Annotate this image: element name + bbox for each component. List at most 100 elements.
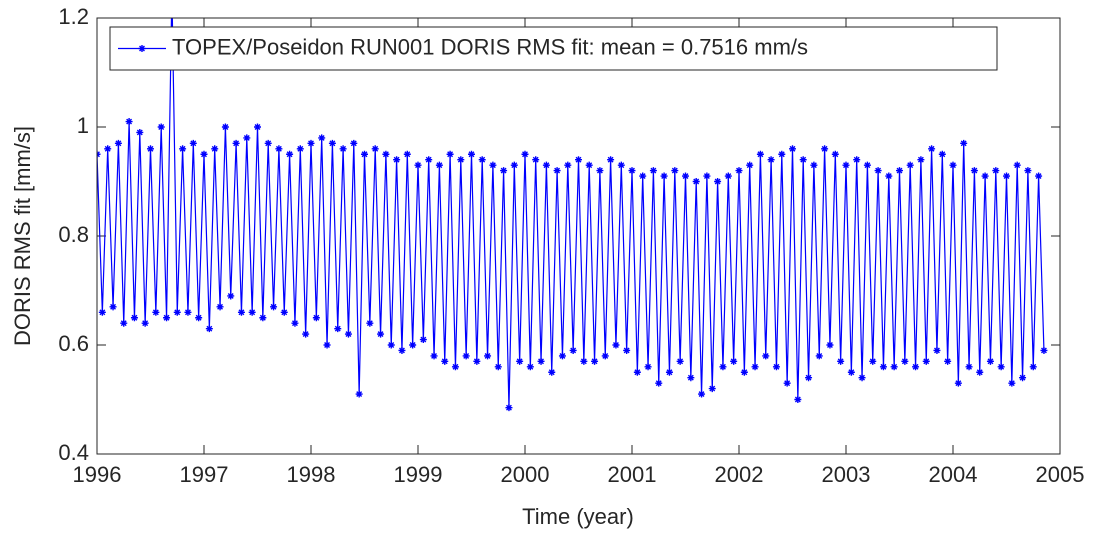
- legend-marker: [138, 45, 146, 52]
- series-line: [97, 18, 1045, 408]
- data-point: [564, 161, 572, 169]
- data-point: [307, 139, 315, 147]
- legend: TOPEX/Poseidon RUN001 DORIS RMS fit: mea…: [109, 26, 998, 71]
- data-point: [120, 319, 128, 327]
- data-point: [286, 150, 294, 158]
- data-point: [997, 363, 1005, 371]
- data-point: [377, 330, 385, 338]
- data-point: [157, 123, 165, 131]
- data-point: [216, 303, 224, 311]
- data-point: [500, 167, 508, 175]
- data-point: [639, 172, 647, 180]
- data-point: [682, 172, 689, 180]
- data-point: [922, 357, 930, 365]
- data-point: [810, 161, 818, 169]
- y-tick-label: 0.4: [58, 440, 89, 465]
- data-point: [435, 161, 443, 169]
- data-point: [221, 123, 229, 131]
- data-point: [403, 150, 411, 158]
- data-point: [494, 363, 502, 371]
- data-point: [665, 368, 673, 376]
- data-point: [489, 161, 497, 169]
- data-point: [275, 145, 283, 153]
- data-point: [468, 150, 475, 158]
- data-point: [617, 161, 625, 169]
- y-tick-label: 1.2: [58, 4, 89, 29]
- data-point: [163, 314, 171, 322]
- data-point: [692, 178, 700, 185]
- x-tick-label: 2002: [715, 462, 764, 487]
- data-point: [580, 357, 588, 365]
- data-point: [885, 172, 893, 180]
- data-point: [558, 352, 566, 360]
- data-point: [195, 314, 203, 322]
- x-tick-label: 1996: [73, 462, 122, 487]
- legend-box: [109, 26, 998, 71]
- data-point: [125, 118, 133, 126]
- data-point: [350, 139, 358, 147]
- data-point: [607, 156, 615, 164]
- data-point: [815, 352, 823, 360]
- data-point: [355, 390, 363, 398]
- data-point: [949, 161, 957, 169]
- data-point: [585, 161, 593, 169]
- data-point: [1035, 172, 1043, 180]
- data-point: [553, 167, 561, 175]
- data-point: [799, 156, 807, 164]
- data-point: [457, 156, 465, 164]
- data-point: [831, 150, 839, 158]
- legend-label: TOPEX/Poseidon RUN001 DORIS RMS fit: mea…: [172, 34, 808, 59]
- data-point: [147, 145, 154, 153]
- data-point: [912, 363, 920, 371]
- data-point: [184, 308, 192, 316]
- data-point: [361, 150, 368, 158]
- data-point: [505, 404, 513, 412]
- axes-box: [96, 17, 1061, 455]
- data-point: [323, 341, 331, 349]
- data-point: [575, 156, 582, 164]
- data-point: [398, 346, 406, 354]
- data-point: [965, 363, 973, 371]
- x-tick-label: 1998: [287, 462, 336, 487]
- y-tick-label: 0.6: [58, 331, 89, 356]
- data-point: [756, 150, 764, 158]
- data-point: [874, 167, 882, 175]
- data-point: [312, 314, 320, 322]
- data-point: [917, 156, 925, 164]
- data-point: [783, 379, 791, 387]
- data-point: [655, 379, 663, 387]
- data-point: [933, 346, 941, 354]
- data-point: [104, 145, 112, 153]
- data-point: [944, 357, 952, 365]
- data-point: [371, 145, 379, 153]
- data-point: [981, 172, 989, 180]
- data-point: [393, 156, 401, 164]
- data-point: [98, 308, 106, 316]
- data-point: [863, 161, 871, 169]
- data-point: [344, 330, 352, 338]
- data-point: [703, 172, 711, 180]
- data-point: [542, 161, 550, 169]
- data-point: [601, 352, 609, 360]
- data-point: [136, 128, 144, 136]
- data-point: [510, 161, 518, 169]
- data-point: [858, 374, 866, 382]
- data-point: [719, 363, 727, 371]
- data-point: [698, 390, 706, 398]
- data-point: [409, 341, 417, 349]
- data-point: [879, 363, 887, 371]
- data-point: [714, 178, 722, 185]
- data-point: [1019, 374, 1027, 382]
- x-axis-label: Time (year): [522, 504, 634, 529]
- data-point: [740, 368, 748, 376]
- data-point: [227, 292, 235, 300]
- data-point: [762, 352, 770, 360]
- data-point: [232, 139, 240, 147]
- x-tick-label: 1999: [394, 462, 443, 487]
- data-point: [446, 150, 454, 158]
- x-tick-label: 2004: [929, 462, 978, 487]
- data-point: [387, 341, 395, 349]
- data-point: [537, 357, 545, 365]
- x-tick-label: 1997: [180, 462, 229, 487]
